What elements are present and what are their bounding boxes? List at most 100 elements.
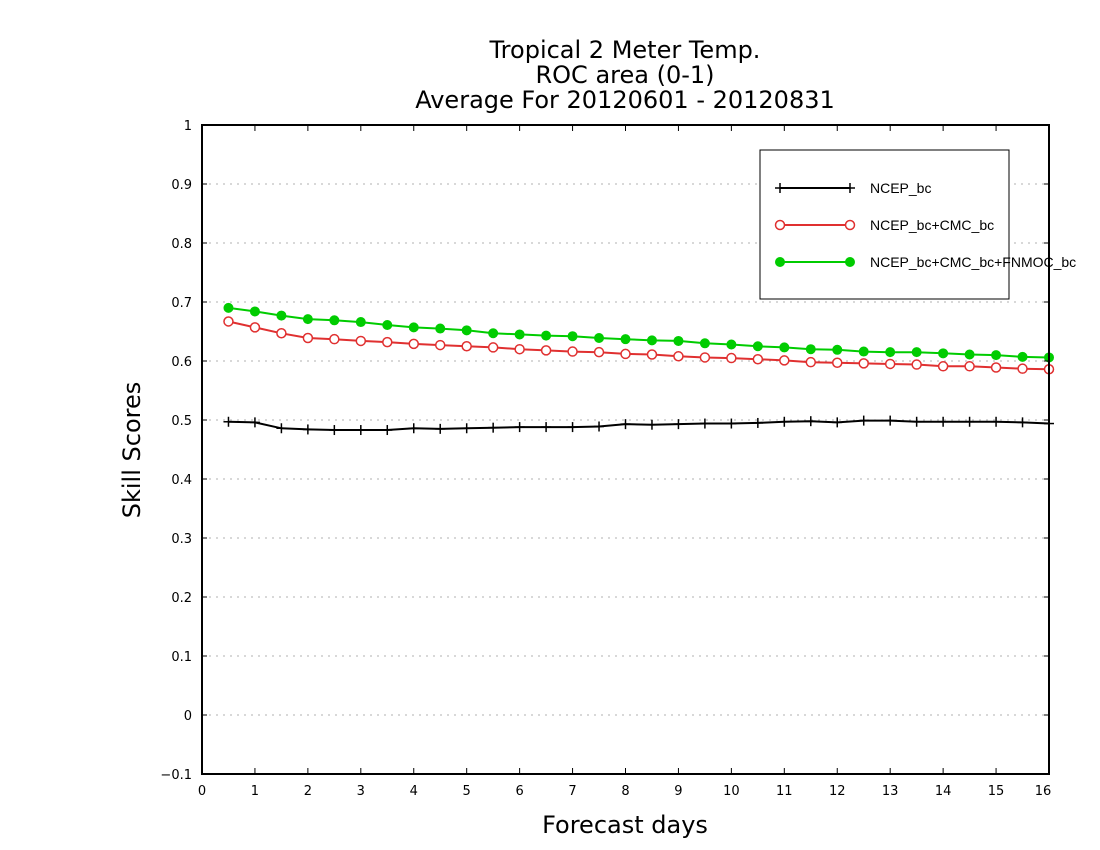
data-point bbox=[435, 423, 446, 434]
chart-title-line: Tropical 2 Meter Temp. bbox=[489, 36, 761, 64]
data-point bbox=[673, 351, 684, 362]
x-tick-label: 1 bbox=[251, 784, 259, 799]
data-point bbox=[355, 317, 366, 328]
y-tick-label: 0.9 bbox=[171, 178, 192, 193]
data-point bbox=[514, 343, 525, 355]
y-tick-label: 0.4 bbox=[171, 473, 192, 488]
chart-title-line: ROC area (0-1) bbox=[535, 61, 714, 89]
data-point bbox=[567, 346, 578, 357]
data-point bbox=[620, 348, 631, 360]
data-point bbox=[408, 423, 419, 434]
data-point bbox=[620, 334, 631, 345]
data-point bbox=[435, 323, 446, 334]
x-tick-label: 4 bbox=[410, 784, 418, 799]
data-point bbox=[726, 339, 737, 350]
data-point bbox=[540, 345, 552, 356]
data-point bbox=[276, 423, 287, 434]
data-point bbox=[726, 418, 737, 429]
y-tick-label: 0.1 bbox=[171, 650, 192, 665]
data-point bbox=[329, 333, 340, 345]
legend-marker bbox=[774, 219, 786, 231]
data-point bbox=[858, 358, 869, 369]
data-point bbox=[964, 416, 975, 427]
chart-title-line: Average For 20120601 - 20120831 bbox=[415, 86, 835, 114]
y-tick-label: 0.3 bbox=[171, 532, 192, 547]
data-point bbox=[673, 419, 684, 430]
data-point bbox=[408, 338, 419, 350]
data-point bbox=[461, 341, 472, 352]
x-tick-label: 14 bbox=[935, 784, 952, 799]
data-point bbox=[1017, 417, 1028, 428]
data-point bbox=[752, 353, 764, 365]
data-point bbox=[832, 417, 843, 428]
data-point bbox=[884, 358, 896, 370]
data-point bbox=[752, 417, 763, 428]
legend: NCEP_bc NCEP_bc+CMC_bc NCEP_bc+CMC_bc+FNMO… bbox=[759, 149, 1076, 300]
data-point bbox=[382, 320, 393, 331]
y-tick-label: −0.1 bbox=[160, 768, 192, 783]
y-tick-label: 0.2 bbox=[171, 591, 192, 606]
data-point bbox=[567, 331, 578, 342]
data-point bbox=[673, 335, 684, 346]
legend-label: NCEP_bc+CMC_bc bbox=[870, 217, 994, 233]
legend-marker bbox=[845, 257, 855, 267]
data-point bbox=[541, 422, 552, 433]
legend-label: NCEP_bc bbox=[870, 180, 931, 196]
x-tick-label: 3 bbox=[357, 784, 365, 799]
data-point bbox=[779, 416, 790, 427]
data-point bbox=[911, 416, 922, 427]
data-point bbox=[990, 362, 1002, 373]
x-tick-label: 2 bbox=[304, 784, 312, 799]
data-point bbox=[329, 315, 340, 326]
y-tick-label: 0.5 bbox=[171, 414, 192, 429]
data-point bbox=[461, 325, 472, 336]
data-point bbox=[567, 422, 578, 433]
data-point bbox=[514, 422, 525, 433]
y-tick-label: 0.6 bbox=[171, 355, 192, 370]
chart-title: Tropical 2 Meter Temp.ROC area (0-1)Aver… bbox=[415, 36, 835, 114]
data-point bbox=[223, 302, 234, 313]
y-tick-label: 0.7 bbox=[171, 296, 192, 311]
data-point bbox=[699, 352, 711, 363]
data-point bbox=[937, 361, 949, 372]
x-axis-ticks: 0 1 2 3 4 5 6 7 8 9 10 11 12 13 14 15 16 bbox=[198, 125, 1051, 799]
series-2 bbox=[223, 302, 1054, 363]
data-point bbox=[858, 415, 869, 426]
legend-marker bbox=[845, 183, 855, 193]
grid bbox=[202, 183, 1049, 716]
series-1 bbox=[223, 316, 1055, 375]
data-point bbox=[805, 356, 817, 368]
data-point bbox=[1017, 351, 1028, 362]
x-tick-label: 9 bbox=[674, 784, 682, 799]
data-point bbox=[382, 336, 393, 348]
data-point bbox=[487, 342, 499, 353]
data-point bbox=[276, 328, 287, 339]
x-tick-label: 15 bbox=[988, 784, 1005, 799]
data-point bbox=[594, 421, 605, 432]
data-point bbox=[885, 347, 896, 358]
data-point bbox=[805, 344, 816, 355]
data-point bbox=[858, 346, 869, 357]
data-point bbox=[461, 423, 472, 434]
data-point bbox=[911, 347, 922, 358]
legend-label: NCEP_bc+CMC_bc+FNMOC_bc bbox=[870, 254, 1076, 270]
data-point bbox=[832, 357, 843, 369]
data-point bbox=[223, 316, 234, 327]
data-point bbox=[541, 330, 552, 341]
x-tick-label: 8 bbox=[621, 784, 629, 799]
data-point bbox=[646, 419, 657, 430]
data-point bbox=[964, 361, 975, 372]
x-tick-label: 0 bbox=[198, 784, 206, 799]
y-axis-label: Skill Scores bbox=[118, 382, 146, 519]
legend-marker bbox=[844, 219, 856, 231]
series-line bbox=[228, 320, 1050, 371]
x-tick-label: 11 bbox=[776, 784, 793, 799]
x-tick-label: 7 bbox=[568, 784, 576, 799]
data-point bbox=[938, 416, 949, 427]
data-point bbox=[249, 417, 260, 428]
data-point bbox=[276, 310, 287, 321]
data-point bbox=[434, 339, 446, 351]
x-tick-label: 5 bbox=[463, 784, 471, 799]
y-tick-label: 0 bbox=[184, 709, 192, 724]
